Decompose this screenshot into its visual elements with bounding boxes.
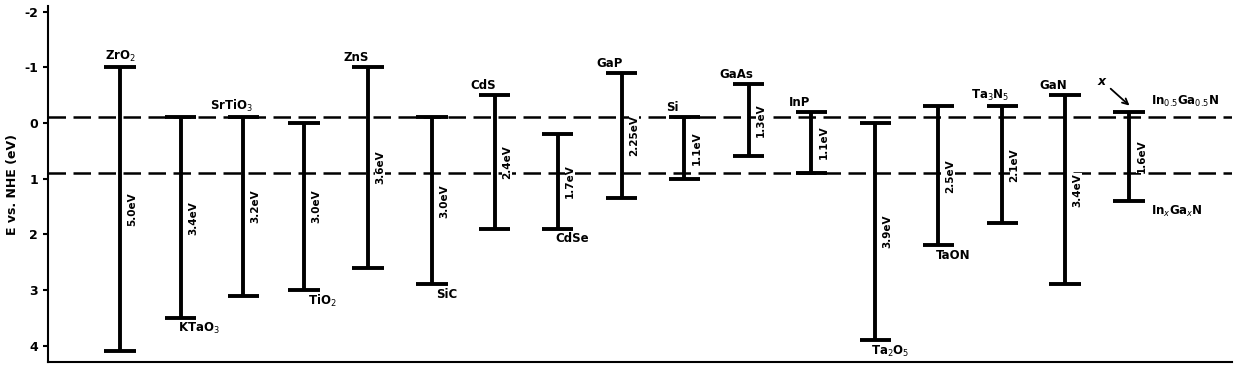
Text: 3.0eV: 3.0eV (311, 190, 321, 223)
Text: 5.0eV: 5.0eV (128, 192, 138, 226)
Text: ZnS: ZnS (343, 51, 368, 64)
Text: TiO$_2$: TiO$_2$ (308, 293, 336, 309)
Text: Ta$_3$N$_5$: Ta$_3$N$_5$ (971, 88, 1009, 103)
Text: TaON: TaON (935, 249, 970, 262)
Text: Si: Si (666, 101, 678, 114)
Text: 3.4eV: 3.4eV (1073, 173, 1083, 207)
Text: ZrO$_2$: ZrO$_2$ (104, 49, 135, 64)
Text: 1.1eV: 1.1eV (818, 126, 828, 159)
Text: x: x (1097, 75, 1105, 88)
Text: GaAs: GaAs (719, 68, 754, 81)
Text: In$_{0.5}$Ga$_{0.5}$N: In$_{0.5}$Ga$_{0.5}$N (1151, 94, 1219, 109)
Text: InP: InP (789, 96, 810, 109)
Y-axis label: E vs. NHE (eV): E vs. NHE (eV) (5, 134, 19, 235)
Text: 3.0eV: 3.0eV (439, 184, 449, 218)
Text: 2.25eV: 2.25eV (629, 115, 639, 156)
Text: 1.3eV: 1.3eV (755, 103, 766, 137)
Text: KTaO$_3$: KTaO$_3$ (177, 321, 219, 336)
Text: 1.1eV: 1.1eV (692, 131, 702, 165)
Text: 2.5eV: 2.5eV (945, 159, 956, 193)
Text: CdS: CdS (470, 79, 496, 92)
Text: CdSe: CdSe (556, 232, 589, 245)
Text: 3.2eV: 3.2eV (250, 190, 260, 223)
Text: 3.6eV: 3.6eV (376, 151, 386, 184)
Text: 2.4eV: 2.4eV (502, 145, 512, 179)
Text: Ta$_2$O$_5$: Ta$_2$O$_5$ (870, 343, 909, 358)
Text: 3.9eV: 3.9eV (883, 215, 893, 248)
Text: In$_x$Ga$_x$N: In$_x$Ga$_x$N (1151, 204, 1203, 219)
Text: GaN: GaN (1039, 79, 1066, 92)
Text: SiC: SiC (435, 288, 458, 301)
Text: 3.4eV: 3.4eV (188, 201, 198, 234)
Text: GaP: GaP (596, 57, 622, 70)
Text: SrTiO$_3$: SrTiO$_3$ (210, 98, 253, 114)
Text: 1.7eV: 1.7eV (565, 164, 575, 198)
Text: 2.1eV: 2.1eV (1009, 148, 1019, 181)
Text: 1.6eV: 1.6eV (1136, 139, 1147, 173)
